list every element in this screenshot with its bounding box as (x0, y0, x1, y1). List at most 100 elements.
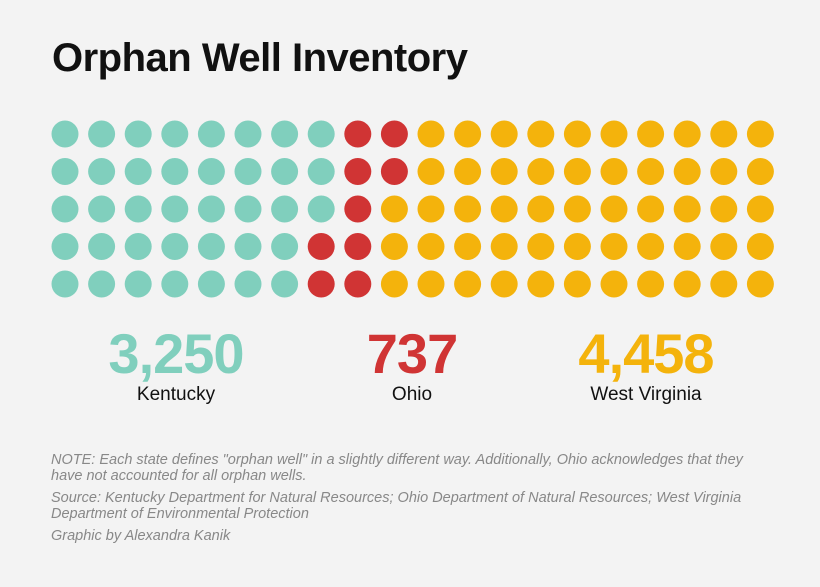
dot-west-virginia (746, 158, 774, 185)
dot-kentucky (234, 158, 262, 185)
dot-kentucky (51, 120, 79, 148)
dot-west-virginia (746, 120, 774, 148)
dot-west-virginia (454, 158, 482, 185)
dot-kentucky (197, 195, 225, 223)
dot-kentucky (234, 120, 262, 148)
dot-west-virginia (710, 158, 738, 185)
dot-west-virginia (454, 195, 482, 223)
dot-west-virginia (710, 270, 738, 298)
dot-west-virginia (710, 120, 738, 148)
dot-kentucky (124, 270, 152, 298)
dot-kentucky (124, 195, 152, 223)
dot-kentucky (271, 120, 299, 148)
dot-west-virginia (673, 120, 701, 148)
stat-kentucky-value: 3,250 (108, 322, 244, 385)
dot-west-virginia (600, 233, 628, 260)
dot-kentucky (234, 270, 262, 298)
dot-kentucky (88, 270, 116, 298)
dot-kentucky (124, 120, 152, 148)
dot-kentucky (51, 195, 79, 223)
dot-kentucky (197, 120, 225, 148)
dot-kentucky (161, 158, 189, 185)
dot-kentucky (197, 158, 225, 185)
dot-west-virginia (673, 158, 701, 185)
dot-west-virginia (490, 233, 518, 260)
dot-kentucky (124, 233, 152, 260)
dot-kentucky (124, 158, 152, 185)
dot-ohio (307, 233, 335, 260)
stat-ohio-label: Ohio (391, 384, 433, 405)
dot-west-virginia (710, 233, 738, 260)
dot-west-virginia (454, 233, 482, 260)
dot-kentucky (88, 120, 116, 148)
dot-west-virginia (527, 233, 555, 260)
dot-kentucky (307, 158, 335, 185)
note-text: NOTE: Each state defines "orphan well" i… (51, 452, 743, 484)
dot-kentucky (234, 195, 262, 223)
dot-west-virginia (380, 270, 408, 298)
stat-west-virginia: 4,458 West Virginia (546, 326, 746, 406)
dot-kentucky (161, 270, 189, 298)
dot-west-virginia (673, 270, 701, 298)
dot-kentucky (88, 233, 116, 260)
dot-west-virginia (490, 120, 518, 148)
dot-west-virginia (527, 195, 555, 223)
dot-west-virginia (637, 270, 665, 298)
chart-title: Orphan Well Inventory (52, 36, 468, 80)
dot-ohio (344, 120, 372, 148)
dot-west-virginia (454, 120, 482, 148)
dot-kentucky (271, 270, 299, 298)
dot-kentucky (271, 195, 299, 223)
dot-kentucky (161, 120, 189, 148)
dot-west-virginia (417, 233, 445, 260)
dot-west-virginia (600, 270, 628, 298)
credit-text: Graphic by Alexandra Kanik (51, 528, 231, 544)
dot-kentucky (271, 233, 299, 260)
dot-west-virginia (380, 233, 408, 260)
dot-west-virginia (527, 120, 555, 148)
stat-ohio: 737 Ohio (312, 326, 512, 406)
dot-kentucky (51, 158, 79, 185)
dot-west-virginia (600, 120, 628, 148)
dot-kentucky (161, 195, 189, 223)
dot-west-virginia (417, 270, 445, 298)
dot-kentucky (161, 233, 189, 260)
dot-ohio (380, 120, 408, 148)
dot-west-virginia (454, 270, 482, 298)
dot-west-virginia (490, 195, 518, 223)
dot-kentucky (88, 158, 116, 185)
dot-ohio (344, 233, 372, 260)
dot-kentucky (307, 195, 335, 223)
dot-west-virginia (563, 270, 591, 298)
dot-west-virginia (673, 233, 701, 260)
dot-kentucky (88, 195, 116, 223)
dot-west-virginia (527, 158, 555, 185)
dot-west-virginia (563, 120, 591, 148)
stat-west-virginia-value: 4,458 (578, 322, 714, 385)
dot-west-virginia (490, 158, 518, 185)
dot-west-virginia (710, 195, 738, 223)
dot-kentucky (307, 120, 335, 148)
stat-kentucky: 3,250 Kentucky (76, 326, 276, 406)
stat-kentucky-label: Kentucky (136, 384, 216, 405)
dot-west-virginia (600, 195, 628, 223)
dot-west-virginia (637, 158, 665, 185)
stat-ohio-value: 737 (366, 322, 458, 385)
footnotes: NOTE: Each state defines "orphan well" i… (51, 452, 771, 550)
dot-west-virginia (746, 195, 774, 223)
dot-west-virginia (417, 120, 445, 148)
dot-kentucky (51, 233, 79, 260)
dot-ohio (344, 270, 372, 298)
dot-west-virginia (563, 158, 591, 185)
dot-west-virginia (600, 158, 628, 185)
dot-west-virginia (527, 270, 555, 298)
dot-kentucky (51, 270, 79, 298)
source-text: Source: Kentucky Department for Natural … (51, 490, 742, 522)
dot-west-virginia (563, 195, 591, 223)
dot-west-virginia (417, 195, 445, 223)
dot-west-virginia (673, 195, 701, 223)
dot-west-virginia (490, 270, 518, 298)
dot-kentucky (197, 270, 225, 298)
dot-west-virginia (417, 158, 445, 185)
dot-ohio (344, 158, 372, 185)
